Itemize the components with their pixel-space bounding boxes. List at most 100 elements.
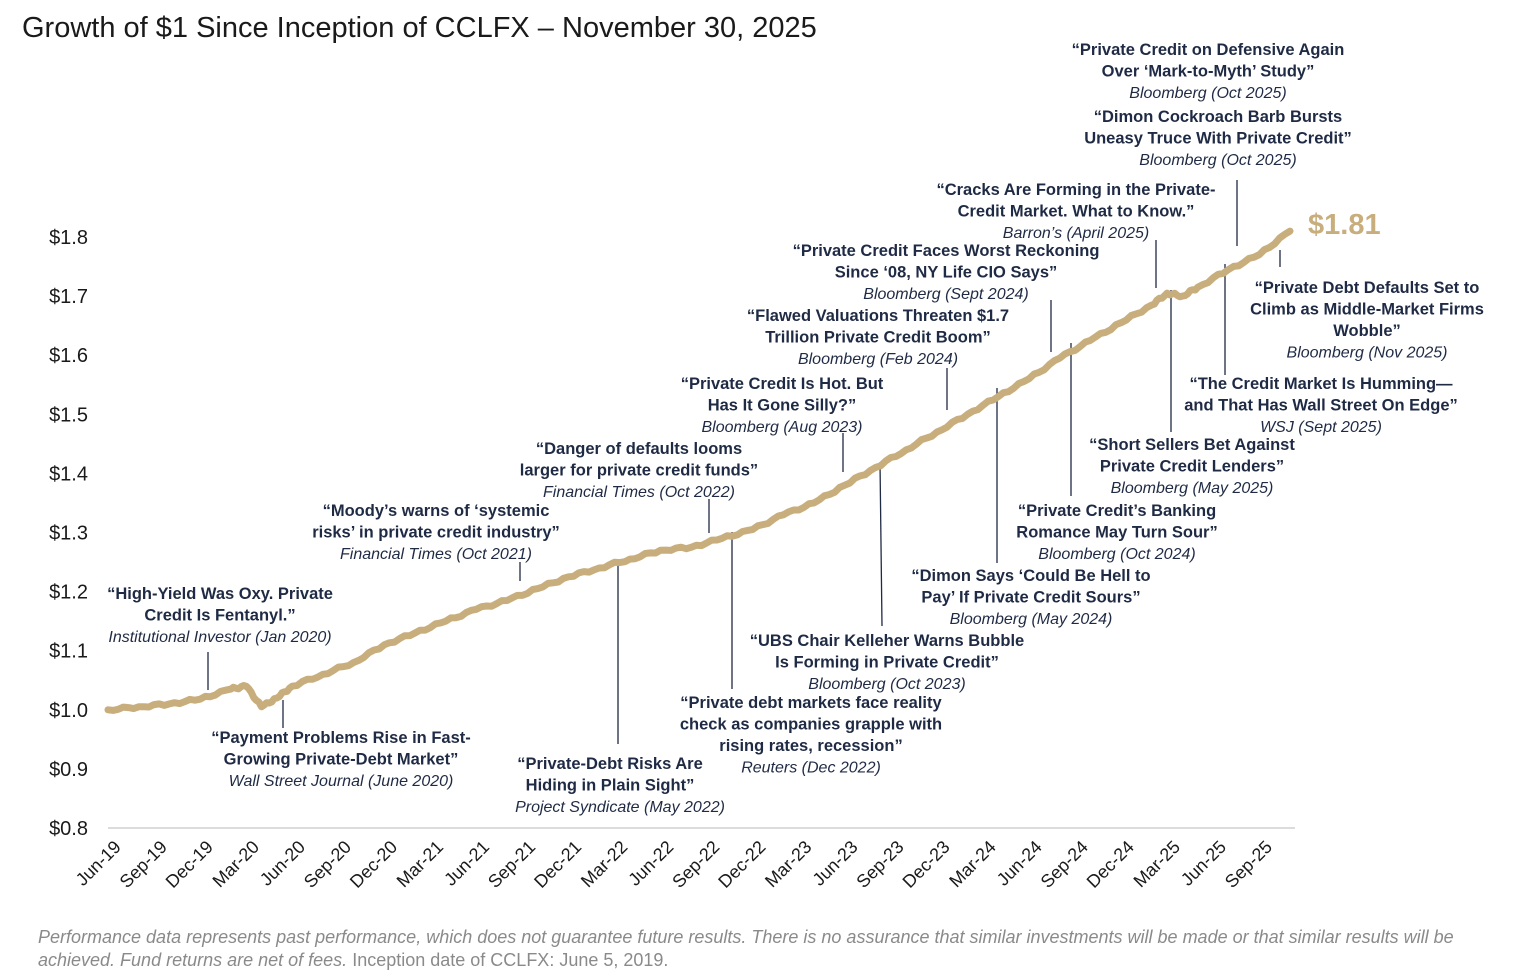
annotation-headline: “Danger of defaults looms (536, 440, 742, 458)
x-tick-label: Mar-21 (393, 837, 447, 891)
x-tick-label: Dec-21 (530, 837, 585, 892)
annotation-source: Project Syndicate (May 2022) (515, 799, 725, 816)
annotation: “Private Credit Faces Worst Reckoning Sin… (793, 242, 1100, 303)
annotation-headline: “UBS Chair Kelleher Warns Bubble (750, 632, 1024, 650)
x-tick-label: Sep-23 (852, 837, 907, 892)
annotations: “Private Credit on Defensive Again Over ‘… (107, 41, 1484, 816)
annotation: “Payment Problems Rise in Fast- Growing P… (211, 729, 471, 790)
y-tick-label: $1.5 (49, 404, 88, 426)
x-tick-label: Dec-24 (1083, 837, 1138, 892)
y-tick-label: $1.8 (49, 227, 88, 249)
x-tick-label: Sep-22 (668, 837, 723, 892)
annotation-headline: “Dimon Says ‘Could Be Hell to (911, 567, 1150, 585)
annotation: “Private Credit on Defensive Again Over ‘… (1072, 41, 1345, 102)
annotation-headline: Trillion Private Credit Boom” (765, 329, 991, 347)
y-tick-label: $1.7 (49, 286, 88, 308)
annotation: “Dimon Says ‘Could Be Hell to Pay’ If Pri… (911, 567, 1150, 628)
annotation-headline: rising rates, recession” (719, 737, 902, 755)
x-tick-label: Mar-23 (761, 837, 815, 891)
x-tick-label: Jun-19 (72, 837, 125, 890)
annotation-source: Financial Times (Oct 2021) (340, 546, 532, 563)
annotation-leader-line (879, 461, 883, 627)
x-tick-label: Dec-22 (714, 837, 769, 892)
x-tick-label: Jun-22 (624, 837, 677, 890)
footer: Performance data represents past perform… (38, 926, 1458, 972)
annotation-leaders (207, 180, 1281, 744)
footer-inception: Inception date of CCLFX: June 5, 2019. (352, 950, 669, 970)
annotation: “High-Yield Was Oxy. Private Credit Is Fe… (107, 585, 333, 646)
annotation-headline: Pay’ If Private Credit Sours” (921, 589, 1140, 607)
annotation-source: Wall Street Journal (June 2020) (229, 773, 454, 790)
annotation-headline: Romance May Turn Sour” (1016, 524, 1217, 542)
annotation-source: Bloomberg (May 2024) (950, 611, 1113, 628)
x-tick-label: Jun-23 (809, 837, 862, 890)
annotation-source: Bloomberg (Oct 2025) (1129, 85, 1286, 102)
annotation-headline: Credit Is Fentanyl.” (144, 607, 295, 625)
y-tick-label: $1.4 (49, 463, 88, 485)
x-tick-label: Dec-20 (346, 837, 401, 892)
x-tick-label: Jun-21 (440, 837, 493, 890)
annotation: “Private-Debt Risks Are Hiding in Plain S… (515, 755, 725, 816)
x-tick-label: Sep-25 (1221, 837, 1276, 892)
x-tick-label: Mar-25 (1130, 837, 1184, 891)
y-tick-label: $1.3 (49, 523, 88, 545)
annotation-source: Financial Times (Oct 2022) (543, 484, 735, 501)
annotation-headline: “Short Sellers Bet Against (1089, 436, 1295, 454)
annotation-source: Reuters (Dec 2022) (741, 760, 881, 777)
annotation-headline: “Private Credit’s Banking (1018, 502, 1216, 520)
annotation: “Private Debt Defaults Set to Climb as Mi… (1250, 279, 1484, 362)
annotation: “Private Credit Is Hot. But Has It Gone S… (681, 375, 884, 436)
growth-chart: $0.8 $0.9 $1.0 $1.1 $1.2 $1.3 $1.4 $1.5 $1.6 $1.7… (49, 41, 1484, 892)
y-axis: $0.8 $0.9 $1.0 $1.1 $1.2 $1.3 $1.4 $1.5 $1.6 $1.7… (49, 227, 88, 840)
x-tick-label: Sep-21 (484, 837, 539, 892)
annotation-headline: “Cracks Are Forming in the Private- (936, 181, 1215, 199)
annotation-headline: “The Credit Market Is Humming— (1189, 375, 1453, 393)
annotation-headline: Uneasy Truce With Private Credit” (1084, 130, 1352, 148)
chart-title: Growth of $1 Since Inception of CCLFX – … (22, 12, 817, 44)
y-tick-label: $0.9 (49, 759, 88, 781)
annotation-headline: “Private Credit on Defensive Again (1072, 41, 1345, 59)
annotation: “Cracks Are Forming in the Private- Credi… (936, 181, 1215, 242)
annotation: “Private Credit’s Banking Romance May Tur… (1016, 502, 1217, 563)
annotation-headline: risks’ in private credit industry” (312, 524, 560, 542)
annotation-headline: check as companies grapple with (680, 716, 942, 734)
annotation-headline: “Payment Problems Rise in Fast- (211, 729, 471, 747)
annotation: “Private debt markets face reality check … (680, 694, 943, 777)
annotation-source: Bloomberg (Aug 2023) (702, 419, 863, 436)
annotation: “Moody’s warns of ‘systemic risks’ in pri… (312, 502, 560, 563)
annotation-headline: larger for private credit funds” (520, 462, 758, 480)
annotation: “Flawed Valuations Threaten $1.7 Trillion… (747, 307, 1009, 368)
annotation-source: Barron’s (April 2025) (1003, 225, 1149, 242)
y-tick-label: $1.2 (49, 582, 88, 604)
x-tick-label: Dec-23 (899, 837, 954, 892)
annotation-source: Bloomberg (May 2025) (1111, 480, 1274, 497)
annotation: “Danger of defaults looms larger for priv… (520, 440, 758, 501)
annotation-source: Institutional Investor (Jan 2020) (108, 629, 331, 646)
annotation-headline: Credit Market. What to Know.” (958, 203, 1195, 221)
x-tick-label: Jun-20 (256, 837, 309, 890)
y-tick-label: $1.1 (49, 641, 88, 663)
annotation-headline: “Private-Debt Risks Are (517, 755, 703, 773)
annotation-headline: Since ‘08, NY Life CIO Says” (835, 264, 1058, 282)
x-tick-label: Mar-22 (577, 837, 631, 891)
end-value-label: $1.81 (1308, 209, 1381, 241)
annotation-source: Bloomberg (Nov 2025) (1287, 345, 1448, 362)
x-tick-label: Dec-19 (162, 837, 217, 892)
annotation-headline: Is Forming in Private Credit” (775, 654, 999, 672)
annotation: “Dimon Cockroach Barb Bursts Uneasy Truce… (1084, 108, 1352, 169)
x-axis: Jun-19Sep-19Dec-19Mar-20Jun-20Sep-20Dec-… (72, 837, 1276, 892)
annotation-headline: “Dimon Cockroach Barb Bursts (1094, 108, 1342, 126)
annotation: “UBS Chair Kelleher Warns Bubble Is Formi… (750, 632, 1024, 693)
annotation-headline: “Flawed Valuations Threaten $1.7 (747, 307, 1009, 325)
annotation-headline: “Private Credit Faces Worst Reckoning (793, 242, 1100, 260)
annotation-headline: Has It Gone Silly?” (708, 397, 857, 415)
annotation-source: Bloomberg (Oct 2024) (1038, 546, 1195, 563)
annotation-headline: Private Credit Lenders” (1100, 458, 1284, 476)
annotation: “Short Sellers Bet Against Private Credit… (1089, 436, 1295, 497)
annotation-source: Bloomberg (Sept 2024) (863, 286, 1028, 303)
y-tick-label: $0.8 (49, 818, 88, 840)
annotation-source: Bloomberg (Oct 2025) (1139, 152, 1296, 169)
annotation-headline: Hiding in Plain Sight” (526, 777, 695, 795)
x-tick-label: Sep-24 (1037, 837, 1092, 892)
x-tick-label: Mar-24 (945, 837, 999, 891)
